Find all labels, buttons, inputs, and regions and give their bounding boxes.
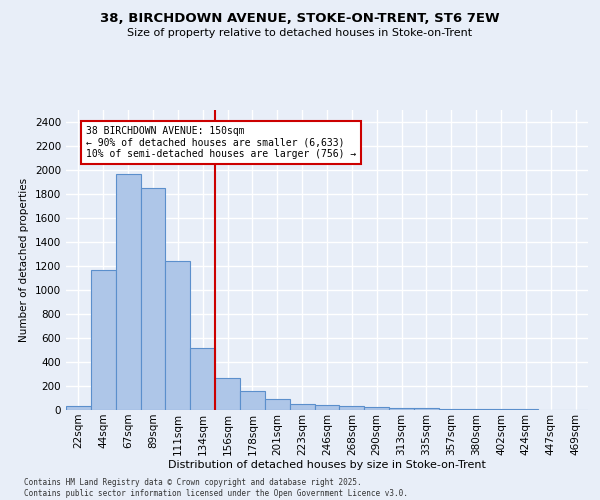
Bar <box>116 174 140 410</box>
Bar <box>364 407 389 410</box>
Text: Size of property relative to detached houses in Stoke-on-Trent: Size of property relative to detached ho… <box>127 28 473 38</box>
Bar <box>66 406 91 410</box>
Text: 38, BIRCHDOWN AVENUE, STOKE-ON-TRENT, ST6 7EW: 38, BIRCHDOWN AVENUE, STOKE-ON-TRENT, ST… <box>100 12 500 26</box>
Text: Contains HM Land Registry data © Crown copyright and database right 2025.
Contai: Contains HM Land Registry data © Crown c… <box>24 478 408 498</box>
Bar <box>389 408 414 410</box>
Bar <box>240 392 265 410</box>
Text: 38 BIRCHDOWN AVENUE: 150sqm
← 90% of detached houses are smaller (6,633)
10% of : 38 BIRCHDOWN AVENUE: 150sqm ← 90% of det… <box>86 126 356 159</box>
Y-axis label: Number of detached properties: Number of detached properties <box>19 178 29 342</box>
Bar <box>439 409 464 410</box>
Bar <box>166 261 190 410</box>
Bar <box>464 409 488 410</box>
Bar <box>215 378 240 410</box>
X-axis label: Distribution of detached houses by size in Stoke-on-Trent: Distribution of detached houses by size … <box>168 460 486 470</box>
Bar <box>91 270 116 410</box>
Bar <box>314 405 340 410</box>
Bar <box>140 188 166 410</box>
Bar <box>414 408 439 410</box>
Bar <box>265 399 290 410</box>
Bar <box>340 406 364 410</box>
Bar <box>290 404 314 410</box>
Bar <box>190 348 215 410</box>
